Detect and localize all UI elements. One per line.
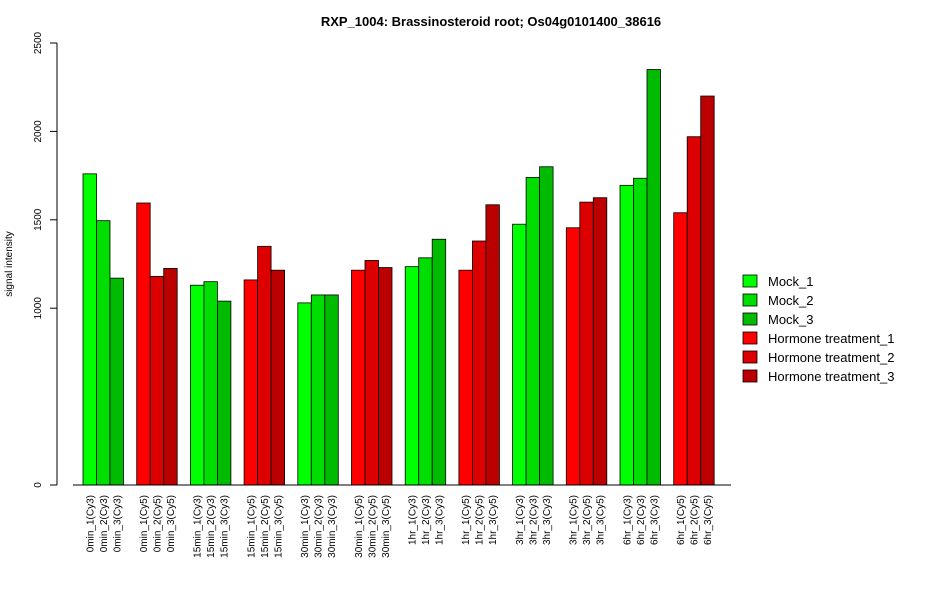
x-tick-label: 6hr_3(Cy5) [703,495,714,545]
bar [686,136,702,486]
x-tick-label: 3hr_2(Cy3) [528,495,539,545]
bar [619,184,634,486]
x-tick-label: 15min_3(Cy3) [220,495,231,558]
bar [297,302,312,486]
bar [257,245,272,486]
bar [189,284,205,486]
y-tick-label: 1000 [33,297,44,320]
bar [243,279,259,486]
y-tick-label: 1500 [33,208,44,231]
x-tick-label: 30min_2(Cy5) [367,495,378,558]
legend-label: Hormone treatment_2 [768,350,894,365]
x-tick-label: 0min_1(Cy3) [85,495,96,552]
y-axis-label: signal intensity [4,231,15,297]
x-tick-label: 1hr_2(Cy3) [421,495,432,545]
bar [203,281,218,486]
x-tick-label: 6hr_1(Cy5) [676,495,687,545]
bar [378,267,393,486]
x-tick-label: 3hr_1(Cy5) [569,495,580,545]
bar [364,260,379,486]
bar [579,201,594,486]
legend-label: Hormone treatment_1 [768,331,894,346]
y-tick-label: 0 [33,482,44,488]
legend-swatch [742,331,758,345]
bar [82,173,97,486]
x-tick-label: 15min_2(Cy5) [260,495,271,558]
bar [646,69,661,486]
x-tick-label: 30min_2(Cy3) [314,495,325,558]
bar [404,266,420,486]
bar [96,220,111,486]
x-tick-label: 3hr_3(Cy3) [542,495,553,545]
x-tick-label: 30min_1(Cy3) [300,495,311,558]
legend-swatch [742,369,758,383]
legend: Mock_1 Mock_2 Mock_3 Hormone treatment_1 Hor… [742,274,894,384]
x-tick-label: 1hr_1(Cy5) [461,495,472,545]
x-tick-label: 30min_3(Cy3) [327,495,338,558]
bar [216,300,232,486]
bar [458,269,473,486]
x-tick-label: 0min_2(Cy3) [99,495,110,552]
x-tick-label: 3hr_1(Cy3) [515,495,526,545]
x-tick-label: 3hr_3(Cy5) [596,495,607,545]
bar [351,269,366,486]
bars [82,69,715,486]
bar [539,166,554,486]
x-tick-label: 0min_3(Cy3) [112,495,123,552]
x-tick-label: 6hr_2(Cy3) [636,495,647,545]
bar [163,268,178,486]
legend-label: Mock_3 [768,312,814,327]
bar [324,294,339,486]
x-tick-label: 1hr_3(Cy5) [488,495,499,545]
bar [633,177,648,486]
bar [485,204,500,486]
y-tick-label: 2500 [33,31,44,54]
bar [673,212,688,486]
legend-label: Hormone treatment_3 [768,369,894,384]
legend-label: Mock_2 [768,293,814,308]
x-tick-label: 30min_3(Cy5) [381,495,392,558]
legend-label: Mock_1 [768,274,814,289]
chart-title: RXP_1004: Brassinosteroid root; Os04g010… [321,14,661,29]
legend-swatch [742,274,758,288]
bar [471,240,487,486]
bar [136,202,151,486]
x-tick-label: 0min_3(Cy5) [166,495,177,552]
x-tick-label: 3hr_2(Cy5) [582,495,593,545]
bar [109,277,124,486]
legend-swatch [742,312,758,326]
bar [431,238,447,486]
bar [512,223,527,486]
bar [270,269,286,486]
legend-swatch [742,293,758,307]
bar [418,257,433,486]
x-tick-label: 1hr_3(Cy3) [434,495,445,545]
y-tick-label: 2000 [33,120,44,143]
bar [565,227,581,486]
legend-swatch [742,350,758,364]
x-tick-label: 0min_2(Cy5) [152,495,163,552]
x-tick-label: 1hr_1(Cy3) [407,495,418,545]
x-tick-label: 15min_1(Cy3) [193,495,204,558]
x-tick-labels: 0min_1(Cy3) 0min_2(Cy3) 0min_3(Cy3) 0min_1(… [85,495,714,558]
x-tick-label: 15min_3(Cy5) [273,495,284,558]
bar [310,294,326,486]
x-tick-label: 15min_1(Cy5) [246,495,257,558]
bar [149,275,165,486]
bar [525,176,540,486]
bar [700,95,715,486]
x-tick-label: 6hr_2(Cy5) [689,495,700,545]
y-axis: 0 1000 1500 2000 2500 [33,31,58,488]
bar [592,197,608,486]
x-tick-label: 0min_1(Cy5) [139,495,150,552]
x-tick-label: 6hr_3(Cy3) [649,495,660,545]
x-tick-label: 6hr_1(Cy3) [622,495,633,545]
x-tick-label: 30min_1(Cy5) [354,495,365,558]
x-tick-label: 1hr_2(Cy5) [475,495,486,545]
x-tick-label: 15min_2(Cy3) [206,495,217,558]
